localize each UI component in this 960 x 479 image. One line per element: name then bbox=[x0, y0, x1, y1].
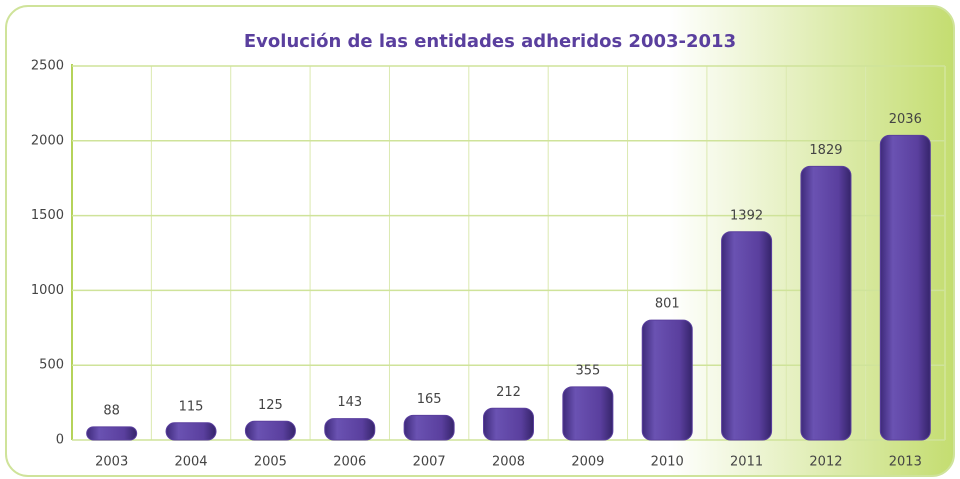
bar bbox=[562, 386, 614, 441]
bar bbox=[244, 420, 296, 441]
bar bbox=[324, 418, 376, 441]
y-tick-label: 500 bbox=[39, 358, 64, 373]
bar bbox=[86, 426, 138, 441]
y-tick-label: 1500 bbox=[31, 208, 64, 223]
x-tick-label: 2010 bbox=[651, 455, 684, 470]
data-label: 88 bbox=[103, 403, 120, 418]
x-tick-label: 2011 bbox=[730, 455, 763, 470]
data-label: 801 bbox=[655, 297, 680, 312]
bar bbox=[721, 231, 773, 441]
data-label: 355 bbox=[575, 363, 600, 378]
bar bbox=[879, 134, 931, 441]
data-label: 2036 bbox=[889, 112, 922, 127]
data-label: 143 bbox=[337, 395, 362, 410]
x-tick-label: 2009 bbox=[571, 455, 604, 470]
bar bbox=[403, 414, 455, 441]
bar bbox=[483, 407, 534, 441]
y-tick-label: 1000 bbox=[31, 283, 64, 298]
data-label: 125 bbox=[258, 398, 283, 413]
data-label: 1392 bbox=[730, 208, 763, 223]
chart-title: Evolución de las entidades adheridos 200… bbox=[244, 31, 736, 52]
x-tick-label: 2005 bbox=[254, 455, 287, 470]
data-label: 115 bbox=[179, 399, 204, 414]
x-tick-label: 2003 bbox=[95, 455, 128, 470]
y-tick-label: 2000 bbox=[31, 133, 64, 148]
x-tick-label: 2012 bbox=[809, 455, 842, 470]
data-label: 1829 bbox=[809, 143, 842, 158]
x-tick-label: 2007 bbox=[413, 455, 446, 470]
y-tick-label: 2500 bbox=[31, 59, 64, 74]
bar bbox=[641, 319, 693, 441]
bar bbox=[165, 422, 217, 441]
x-tick-label: 2013 bbox=[889, 455, 922, 470]
data-label: 212 bbox=[496, 385, 521, 400]
bar bbox=[800, 165, 852, 441]
x-tick-label: 2006 bbox=[333, 455, 366, 470]
x-tick-label: 2008 bbox=[492, 455, 525, 470]
x-tick-label: 2004 bbox=[174, 455, 207, 470]
y-tick-label: 0 bbox=[56, 433, 64, 448]
data-label: 165 bbox=[417, 392, 442, 407]
card bbox=[5, 5, 955, 477]
